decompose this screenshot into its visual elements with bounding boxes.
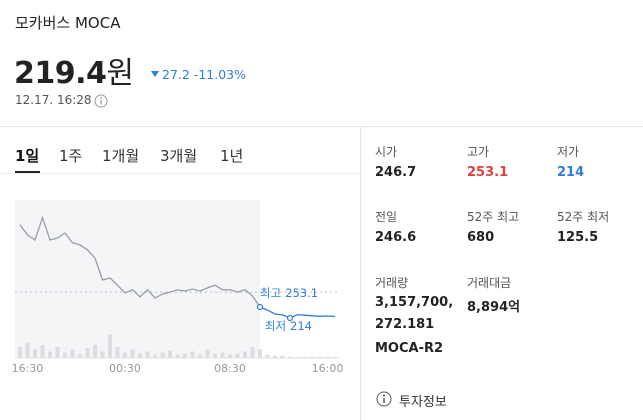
timestamp: 12.17. 16:28: [15, 93, 92, 107]
volume-bar: [18, 347, 22, 358]
volume-bar: [198, 354, 202, 358]
x-tick-label: 08:30: [214, 362, 246, 375]
volume-bar: [273, 355, 277, 358]
divider: [360, 127, 361, 420]
volume-bar: [153, 354, 157, 358]
volume-bar: [115, 347, 120, 358]
volume-bar: [145, 351, 150, 358]
volume-bar: [333, 356, 337, 358]
volume-bar: [213, 353, 217, 358]
price-line: [259, 306, 336, 319]
volume-bar: [325, 356, 330, 358]
price: 219.4원: [14, 48, 134, 92]
volume-bar: [318, 356, 322, 358]
symbol: MOCA-R2: [375, 341, 444, 356]
volume-bar: [138, 353, 142, 358]
stat-value: 253.1: [467, 165, 509, 180]
down-icon: [151, 71, 159, 77]
volume-bar: [93, 344, 97, 358]
volume-bar: [85, 348, 90, 358]
change-rate: -11.03%: [193, 67, 247, 82]
high-label: 최고 253.1: [260, 286, 318, 300]
divider: [0, 173, 360, 174]
low-label-text: 최저: [265, 319, 286, 333]
stat-label: 고가: [467, 145, 490, 159]
volume-bar: [40, 344, 45, 358]
tab[interactable]: 1개월: [102, 147, 140, 165]
volume-bar: [48, 351, 52, 358]
chart: 16:30 00:30 08:30 16:00 최고 253.1 최저 214: [12, 200, 344, 375]
volume-bar: [100, 351, 105, 358]
stat-label: 거래대금: [467, 276, 512, 290]
volume-bar: [250, 347, 255, 358]
volume-bar: [280, 355, 285, 358]
volume-bar: [123, 352, 127, 358]
asset-name: 모카버스 MOCA: [15, 14, 121, 32]
stat-label: 저가: [557, 145, 580, 159]
stat-value: 214: [557, 165, 585, 180]
volume-bar: [70, 349, 75, 358]
footer-link[interactable]: 투자정보: [399, 395, 447, 410]
high-marker: [256, 303, 264, 311]
volume-bar: [258, 349, 262, 358]
low-marker: [286, 314, 294, 322]
volume-bar: [63, 352, 67, 358]
info-icon[interactable]: [376, 391, 392, 407]
volume-bar: [265, 354, 270, 358]
stat-value: 125.5: [557, 230, 599, 245]
volume-bar: [33, 349, 37, 358]
volume-bar: [168, 350, 172, 358]
change-amount: 27.2: [162, 67, 190, 82]
stat-value: 680: [467, 230, 495, 245]
volume-bar: [190, 351, 195, 358]
stat-value: 8,894억: [467, 300, 521, 315]
price-unit: 원: [106, 56, 134, 91]
tab[interactable]: 3개월: [160, 147, 198, 165]
tab[interactable]: 1일: [15, 147, 40, 165]
high-label-text: 최고: [260, 286, 281, 300]
stat-label: 52주 최고: [467, 210, 520, 224]
volume-bar: [205, 349, 210, 358]
stat-label: 거래량: [375, 276, 409, 290]
volume-bar: [25, 342, 30, 358]
price-value: 219.4: [14, 56, 107, 91]
tab[interactable]: 1주: [59, 147, 83, 165]
volume-bar: [220, 352, 225, 358]
low-label: 최저 214: [265, 319, 312, 333]
x-tick-label: 16:00: [312, 362, 344, 375]
volume-bar: [78, 353, 82, 358]
price-line: [19, 215, 261, 308]
volume-bar: [160, 352, 165, 358]
tab-underline: [15, 171, 40, 173]
past-shade: [15, 200, 260, 358]
volume-bar: [55, 347, 60, 358]
volume-bar: [310, 356, 315, 358]
volume-bar: [108, 334, 112, 358]
volume-bar: [183, 353, 187, 358]
volume-bar: [228, 354, 232, 358]
volume-bar: [175, 354, 180, 358]
tab[interactable]: 1년: [220, 147, 244, 165]
x-tick-label: 16:30: [12, 362, 44, 375]
stat-label: 시가: [375, 145, 398, 159]
stat-label: 전일: [375, 210, 398, 224]
volume-bar: [235, 353, 240, 358]
high-label-value: 253.1: [285, 286, 318, 300]
low-label-value: 214: [290, 319, 312, 333]
change: 27.2 -11.03%: [162, 67, 246, 82]
stat-value: 246.7: [375, 165, 417, 180]
divider: [0, 126, 643, 127]
stat-value: 246.6: [375, 230, 417, 245]
volume-bar: [130, 349, 135, 358]
x-tick-label: 00:30: [109, 362, 141, 375]
info-icon[interactable]: [94, 94, 108, 108]
stat-value: 3,157,700,272.181: [375, 295, 454, 332]
volume-bar: [243, 351, 247, 358]
volume-bar: [288, 356, 292, 358]
volume-bar: [303, 356, 307, 358]
volume-bar: [295, 356, 300, 358]
stat-label: 52주 최저: [557, 210, 610, 224]
